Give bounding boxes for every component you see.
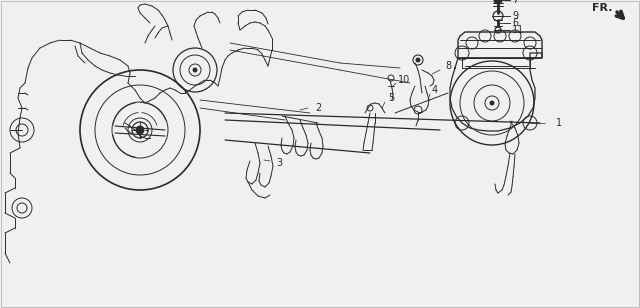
Text: 11: 11 [512, 25, 524, 35]
Text: 2: 2 [315, 103, 321, 113]
Text: 6: 6 [512, 18, 518, 28]
Circle shape [136, 126, 144, 134]
Circle shape [490, 101, 494, 105]
Circle shape [193, 68, 197, 72]
Text: 3: 3 [276, 158, 282, 168]
Text: 5: 5 [388, 93, 394, 103]
Text: 9: 9 [512, 11, 518, 21]
Text: FR.: FR. [592, 3, 612, 13]
Text: 1: 1 [556, 118, 562, 128]
Circle shape [416, 58, 420, 62]
Text: 4: 4 [432, 85, 438, 95]
Text: 8: 8 [445, 61, 451, 71]
Circle shape [494, 0, 502, 4]
Text: 7: 7 [512, 0, 518, 5]
Text: 10: 10 [398, 75, 410, 85]
